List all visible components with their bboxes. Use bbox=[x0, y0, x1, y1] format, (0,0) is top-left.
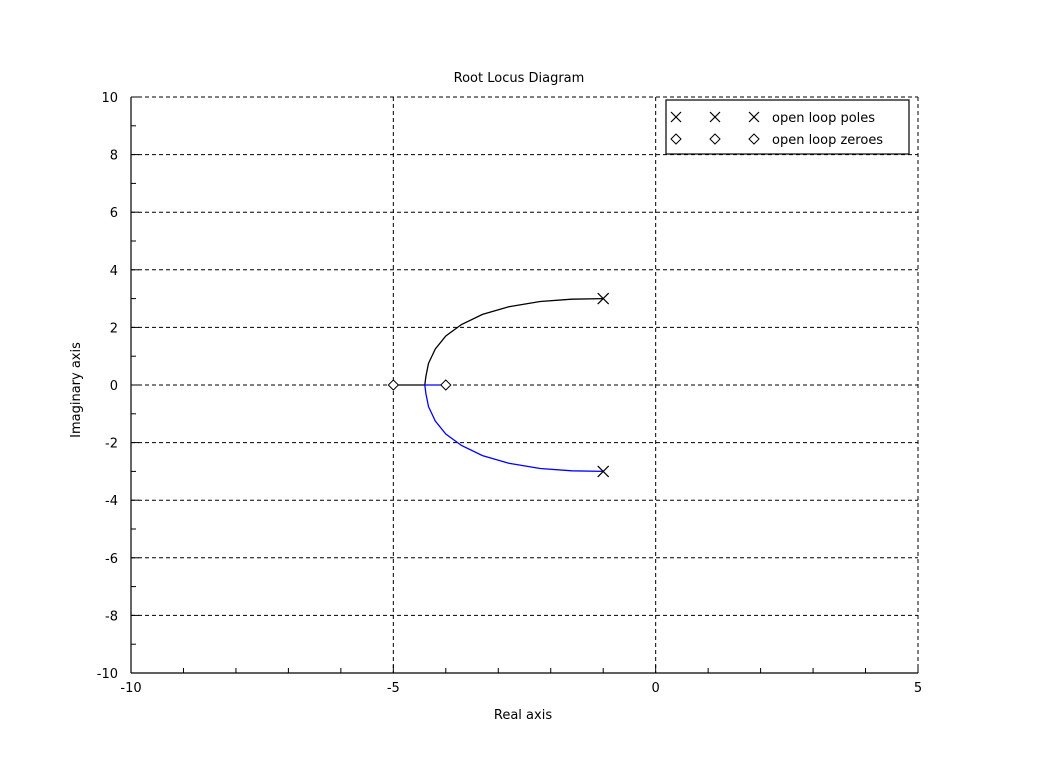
y-tick-label: -4 bbox=[105, 494, 118, 509]
x-tick-label: -5 bbox=[387, 681, 400, 696]
marker-layer bbox=[387, 292, 610, 478]
legend-diamond-icon bbox=[709, 133, 721, 145]
x-tick-label: 5 bbox=[914, 681, 922, 696]
locus-branch-1 bbox=[393, 297, 604, 386]
y-tick-label: -10 bbox=[97, 667, 118, 682]
legend: open loop poles open loop zeroes bbox=[665, 99, 910, 155]
y-tick-label: -6 bbox=[105, 552, 118, 567]
y-tick-label: -2 bbox=[105, 437, 118, 452]
x-tick-label: -10 bbox=[120, 681, 141, 696]
legend-diamond-icon bbox=[670, 133, 682, 145]
legend-label: open loop poles bbox=[772, 111, 875, 126]
y-tick-label: 10 bbox=[101, 91, 118, 106]
y-tick-label: 6 bbox=[110, 206, 118, 221]
grid bbox=[131, 96, 919, 673]
x-axis-title: Real axis bbox=[494, 708, 552, 723]
legend-x-icon bbox=[748, 111, 760, 123]
y-axis-title: Imaginary axis bbox=[69, 342, 84, 438]
x-tick-label: 0 bbox=[652, 681, 660, 696]
y-tick-label: 8 bbox=[110, 149, 118, 164]
pole-marker bbox=[597, 292, 610, 305]
series-layer bbox=[393, 297, 604, 473]
legend-x-icon bbox=[709, 111, 721, 123]
y-tick-label: 0 bbox=[110, 379, 118, 394]
y-tick-label: -8 bbox=[105, 609, 118, 624]
pole-marker bbox=[597, 465, 610, 478]
y-tick-label: 4 bbox=[110, 264, 118, 279]
axes: -10 -5 0 5 -10 -8 -6 -4 -2 0 2 4 6 8 10 bbox=[97, 91, 922, 696]
locus-branch-2 bbox=[424, 384, 604, 473]
zero-marker bbox=[440, 379, 452, 391]
zero-marker bbox=[387, 379, 400, 391]
legend-x-icon bbox=[670, 111, 682, 123]
legend-label: open loop zeroes bbox=[772, 133, 883, 148]
legend-diamond-icon bbox=[748, 133, 760, 145]
chart-title: Root Locus Diagram bbox=[454, 71, 585, 86]
y-tick-label: 2 bbox=[110, 321, 118, 336]
legend-box bbox=[665, 99, 910, 155]
